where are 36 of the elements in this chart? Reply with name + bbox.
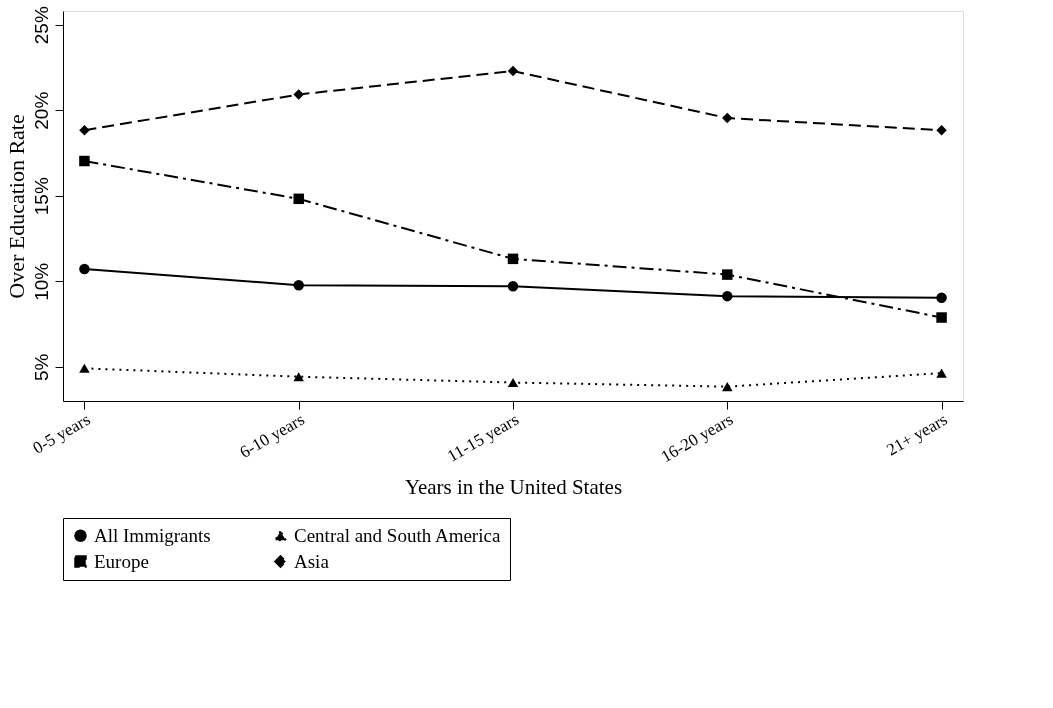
x-tick-label: 0-5 years [29,409,94,458]
point [293,279,304,291]
point [936,124,947,136]
x-tick-label: 16-20 years [657,409,737,467]
x-tick-label: 11-15 years [443,409,522,466]
point [293,372,304,382]
legend-label: Asia [294,550,330,572]
x-tick-label: 21+ years [883,409,951,460]
legend-label: All Immigrants [94,524,211,546]
point [507,377,519,388]
point [507,253,519,265]
x-axis-title: Years in the United States [404,475,623,500]
y-tick-label: 20% [30,91,52,130]
point [79,124,90,136]
y-tick-label: 5% [30,353,52,382]
point [79,263,90,275]
point [79,363,90,373]
point [722,112,733,124]
x-tick-label: 6-10 years [236,409,308,462]
y-tick-label: 25% [30,6,52,45]
point [293,193,304,205]
point [722,290,733,302]
point [936,312,947,323]
legend-label: Europe [94,550,149,572]
point [936,292,947,303]
point [79,155,90,167]
point [293,89,304,100]
y-axis-title: Over Education Rate [3,114,29,299]
point [507,65,519,77]
point [722,269,733,280]
point [936,368,947,378]
legend-label: Central and South America [294,524,501,546]
y-tick-label: 15% [30,177,52,216]
point [507,280,519,292]
point [722,382,733,392]
y-tick-label: 10% [30,262,52,301]
